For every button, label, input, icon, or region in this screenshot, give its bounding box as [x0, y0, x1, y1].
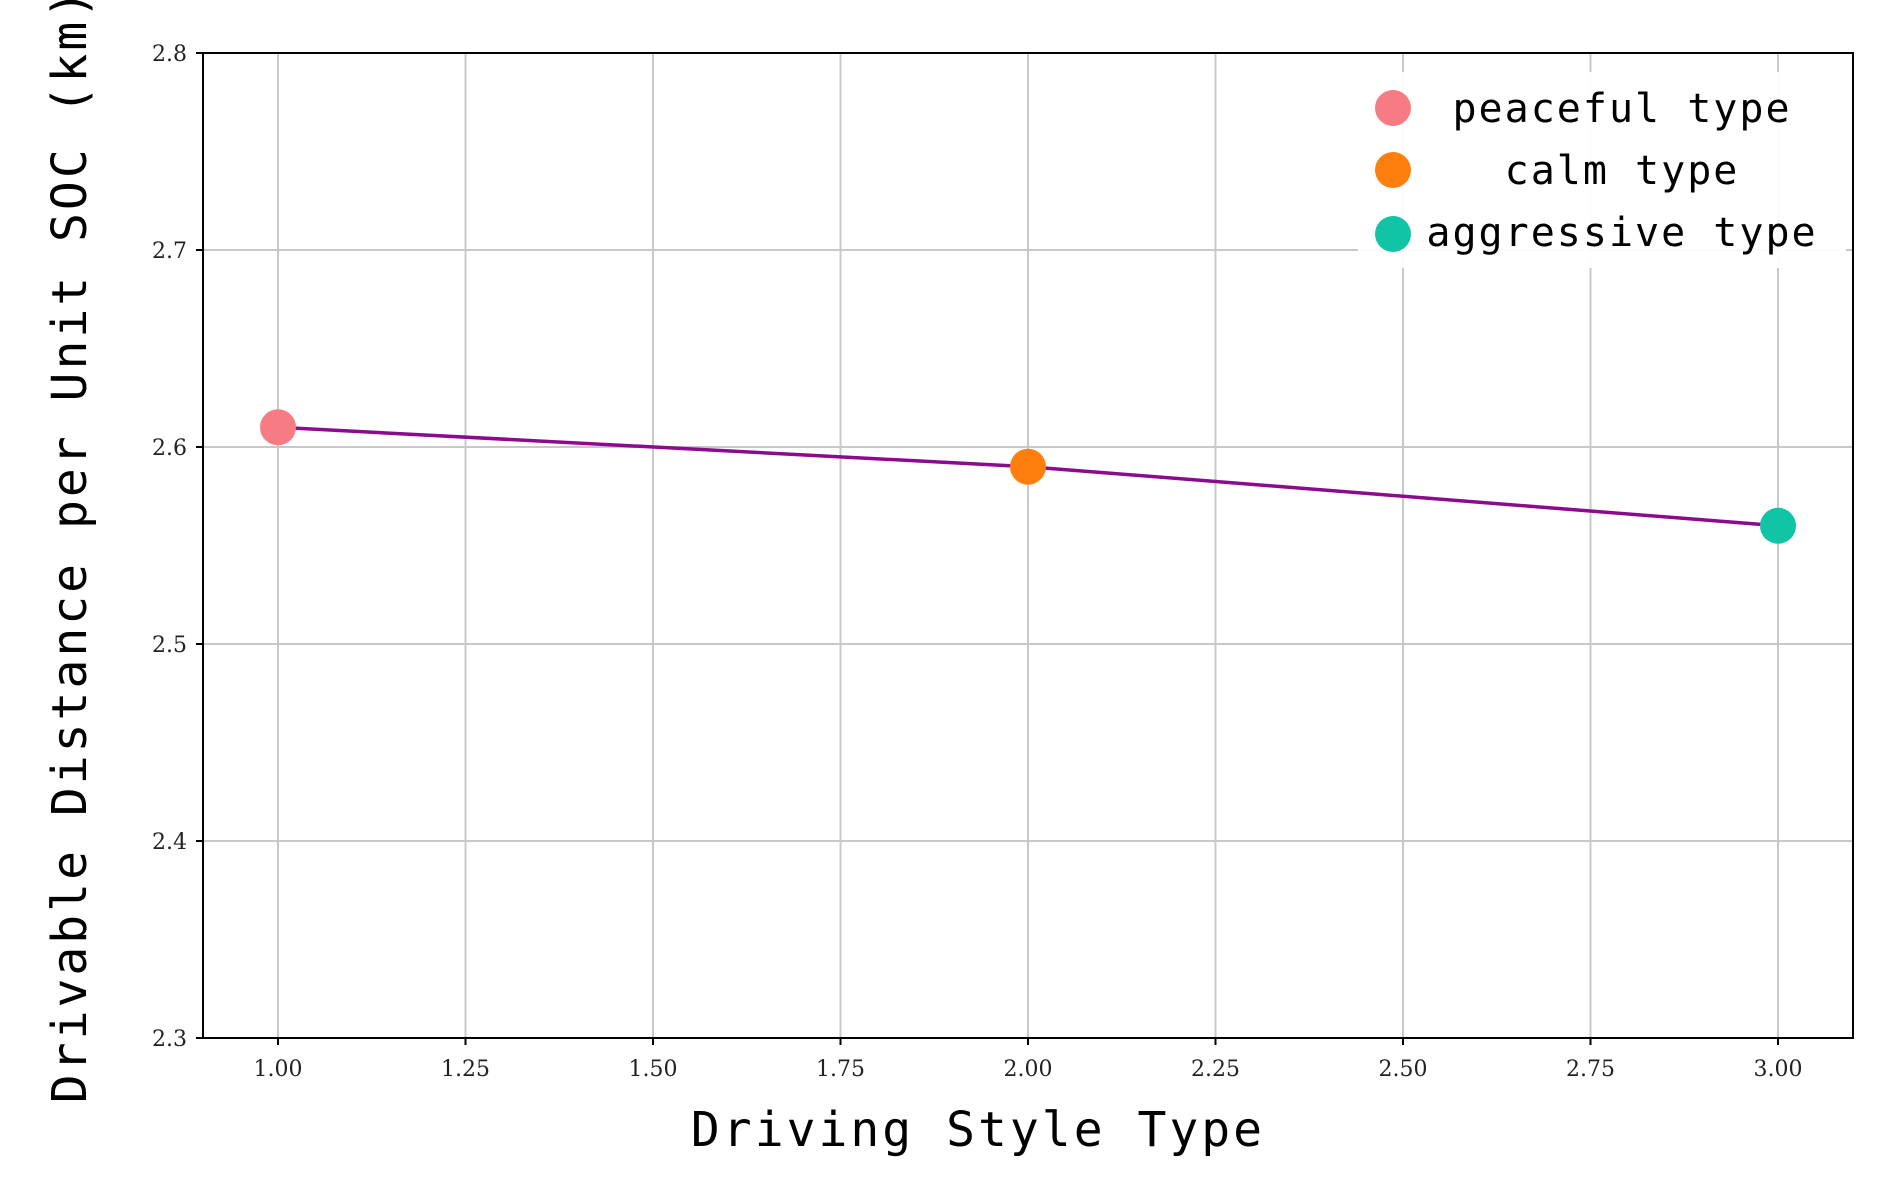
data-point-peaceful [260, 409, 296, 446]
data-point-calm [1010, 448, 1046, 485]
data-point-aggressive [1760, 507, 1796, 544]
legend-box [1358, 72, 1846, 268]
legend-marker-aggressive [1375, 216, 1411, 252]
legend-label-aggressive: aggressive type [1426, 210, 1817, 256]
x-tick-label: 1.25 [441, 1057, 490, 1082]
y-tick-label: 2.4 [152, 830, 187, 855]
x-axis-ticks: 1.00 1.25 1.50 1.75 2.00 2.25 2.50 2.75 3.00 [254, 1038, 1803, 1082]
legend-marker-calm [1375, 152, 1411, 188]
y-tick-label: 2.7 [152, 239, 187, 264]
y-axis-ticks: 2.3 2.4 2.5 2.6 2.7 2.8 [152, 42, 203, 1052]
legend-entry-aggressive: aggressive type [1375, 210, 1817, 256]
x-axis-title: Driving Style Type [691, 1102, 1265, 1158]
x-tick-label: 1.00 [254, 1057, 303, 1082]
x-tick-label: 1.75 [816, 1057, 865, 1082]
x-tick-label: 2.00 [1004, 1057, 1053, 1082]
y-axis-title: Drivable Distance per Unit SOC (km) [42, 0, 98, 1103]
x-tick-label: 1.50 [629, 1057, 678, 1082]
y-tick-label: 2.8 [152, 42, 187, 67]
y-tick-label: 2.6 [152, 436, 187, 461]
legend-entry-calm: calm type [1375, 148, 1740, 194]
series-points-group [260, 409, 1796, 544]
x-tick-label: 2.25 [1191, 1057, 1240, 1082]
legend: peaceful type calm type aggressive type [1358, 72, 1846, 268]
legend-marker-peaceful [1375, 90, 1411, 126]
x-tick-label: 2.50 [1379, 1057, 1428, 1082]
x-tick-label: 3.00 [1754, 1057, 1803, 1082]
x-tick-label: 2.75 [1566, 1057, 1615, 1082]
legend-label-peaceful: peaceful type [1452, 86, 1791, 132]
y-tick-label: 2.3 [152, 1027, 187, 1052]
y-tick-label: 2.5 [152, 633, 187, 658]
legend-label-calm: calm type [1505, 148, 1740, 194]
legend-entry-peaceful: peaceful type [1375, 86, 1791, 132]
